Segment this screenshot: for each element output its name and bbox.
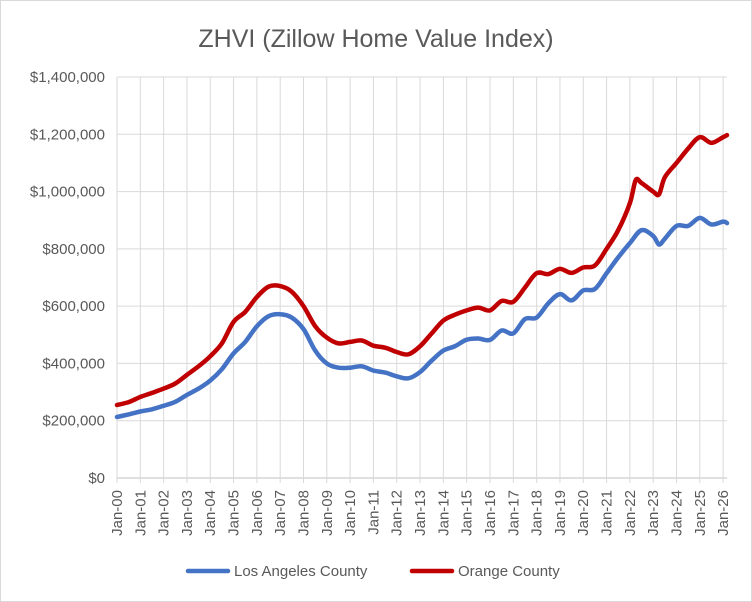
x-tick-label: Jan-11 (365, 490, 382, 535)
series-line-0 (114, 215, 730, 420)
y-tick-label: $0 (88, 470, 105, 487)
x-tick-label: Jan-05 (226, 490, 243, 536)
x-tick-label: Jan-22 (622, 490, 639, 536)
x-tick-label: Jan-03 (179, 490, 196, 536)
x-tick-label: Jan-06 (249, 490, 266, 536)
x-tick-label: Jan-17 (505, 490, 522, 536)
legend-label-1: Orange County (458, 563, 560, 580)
series-lines (114, 132, 730, 420)
x-tick-label: Jan-20 (575, 490, 592, 536)
x-tick-label: Jan-21 (599, 490, 616, 536)
x-tick-label: Jan-24 (668, 490, 685, 536)
y-tick-label: $200,000 (42, 413, 105, 430)
x-tick-label: Jan-23 (645, 490, 662, 536)
y-tick-label: $400,000 (42, 355, 105, 372)
x-tick-label: Jan-10 (342, 490, 359, 536)
x-tick-label: Jan-15 (459, 490, 476, 536)
x-tick-label: Jan-26 (715, 490, 732, 536)
y-tick-label: $1,400,000 (30, 69, 105, 86)
y-axis-ticks: $0 $200,000 $400,000 $600,000 $800,000 $1,000… (30, 69, 105, 487)
x-tick-label: Jan-07 (272, 490, 289, 536)
x-tick-label: Jan-25 (692, 490, 709, 536)
y-tick-label: $800,000 (42, 241, 105, 258)
x-tick-label: Jan-13 (412, 490, 429, 536)
y-tick-label: $1,000,000 (30, 184, 105, 201)
y-tick-label: $1,200,000 (30, 126, 105, 143)
x-tick-label: Jan-08 (295, 490, 312, 536)
x-tick-label: Jan-02 (156, 490, 173, 536)
x-tick-label: Jan-12 (389, 490, 406, 536)
x-tick-label: Jan-00 (109, 490, 126, 536)
x-tick-label: Jan-14 (435, 490, 452, 536)
y-tick-label: $600,000 (42, 298, 105, 315)
grid-lines (116, 76, 727, 483)
x-tick-label: Jan-01 (132, 490, 149, 536)
x-tick-label: Jan-04 (202, 490, 219, 536)
x-tick-label: Jan-18 (529, 490, 546, 536)
x-axis-ticks: Jan-00 Jan-01 Jan-02 Jan-03 Jan-04 Jan-05 Jan-… (109, 490, 732, 536)
x-tick-label: Jan-09 (319, 490, 336, 536)
x-tick-label: Jan-19 (552, 490, 569, 536)
series-line-1 (114, 132, 730, 408)
legend: Los Angeles County Orange County (185, 563, 560, 580)
x-tick-label: Jan-16 (482, 490, 499, 536)
chart-title: ZHVI (Zillow Home Value Index) (198, 25, 553, 53)
legend-label-0: Los Angeles County (234, 563, 368, 580)
